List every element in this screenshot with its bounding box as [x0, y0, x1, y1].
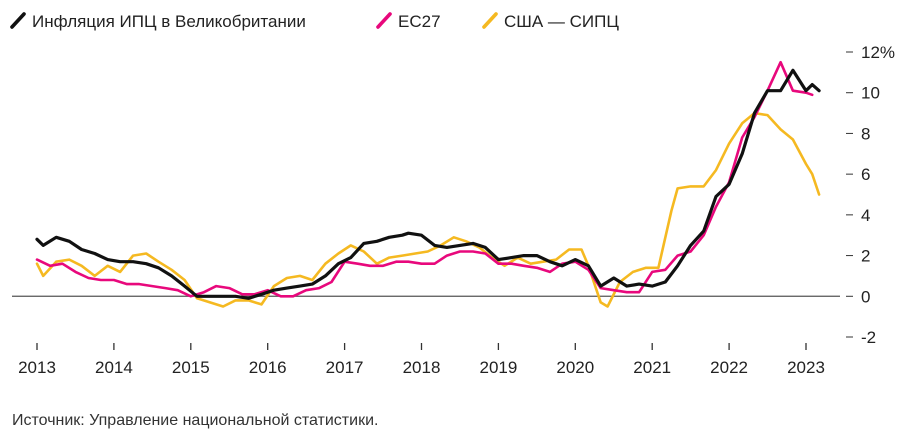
x-tick-label: 2018	[403, 358, 441, 377]
legend-label-uk: Инфляция ИПЦ в Великобритании	[32, 12, 306, 31]
legend-key-uk	[10, 12, 26, 29]
y-tick-label: 0	[861, 287, 870, 306]
legend-key-eu27	[376, 12, 392, 29]
x-axis: 2013 2014 2015 2016 2017 2018 2019 2020 2021 2022…	[18, 343, 825, 377]
x-tick-label: 2016	[249, 358, 287, 377]
y-tick-label: 8	[861, 124, 870, 143]
eu27-line	[35, 60, 814, 298]
x-tick-label: 2019	[479, 358, 517, 377]
legend: Инфляция ИПЦ в Великобритании ЕС27 США — С…	[10, 12, 619, 31]
x-tick-label: 2014	[95, 358, 133, 377]
y-tick-label: -2	[861, 328, 876, 347]
source-note: Источник: Управление национальной статис…	[12, 412, 378, 429]
y-tick-label: 12%	[861, 43, 895, 62]
x-tick-label: 2013	[18, 358, 56, 377]
y-tick-label: 6	[861, 165, 870, 184]
series-lines	[35, 60, 821, 308]
x-tick-label: 2015	[172, 358, 210, 377]
x-tick-label: 2020	[556, 358, 594, 377]
legend-label-eu27: ЕС27	[398, 12, 441, 31]
uk-cpi-line	[35, 68, 821, 300]
us-hicp-line	[35, 111, 821, 308]
y-axis: -2 0 2 4 6 8 10 12%	[846, 43, 895, 347]
legend-label-us: США — СИПЦ	[504, 12, 619, 31]
y-tick-label: 4	[861, 206, 870, 225]
legend-key-us	[482, 12, 498, 29]
x-tick-label: 2022	[710, 358, 748, 377]
y-tick-label: 10	[861, 84, 880, 103]
x-tick-label: 2021	[633, 358, 671, 377]
x-tick-label: 2023	[787, 358, 825, 377]
y-tick-label: 2	[861, 247, 870, 266]
x-tick-label: 2017	[326, 358, 364, 377]
